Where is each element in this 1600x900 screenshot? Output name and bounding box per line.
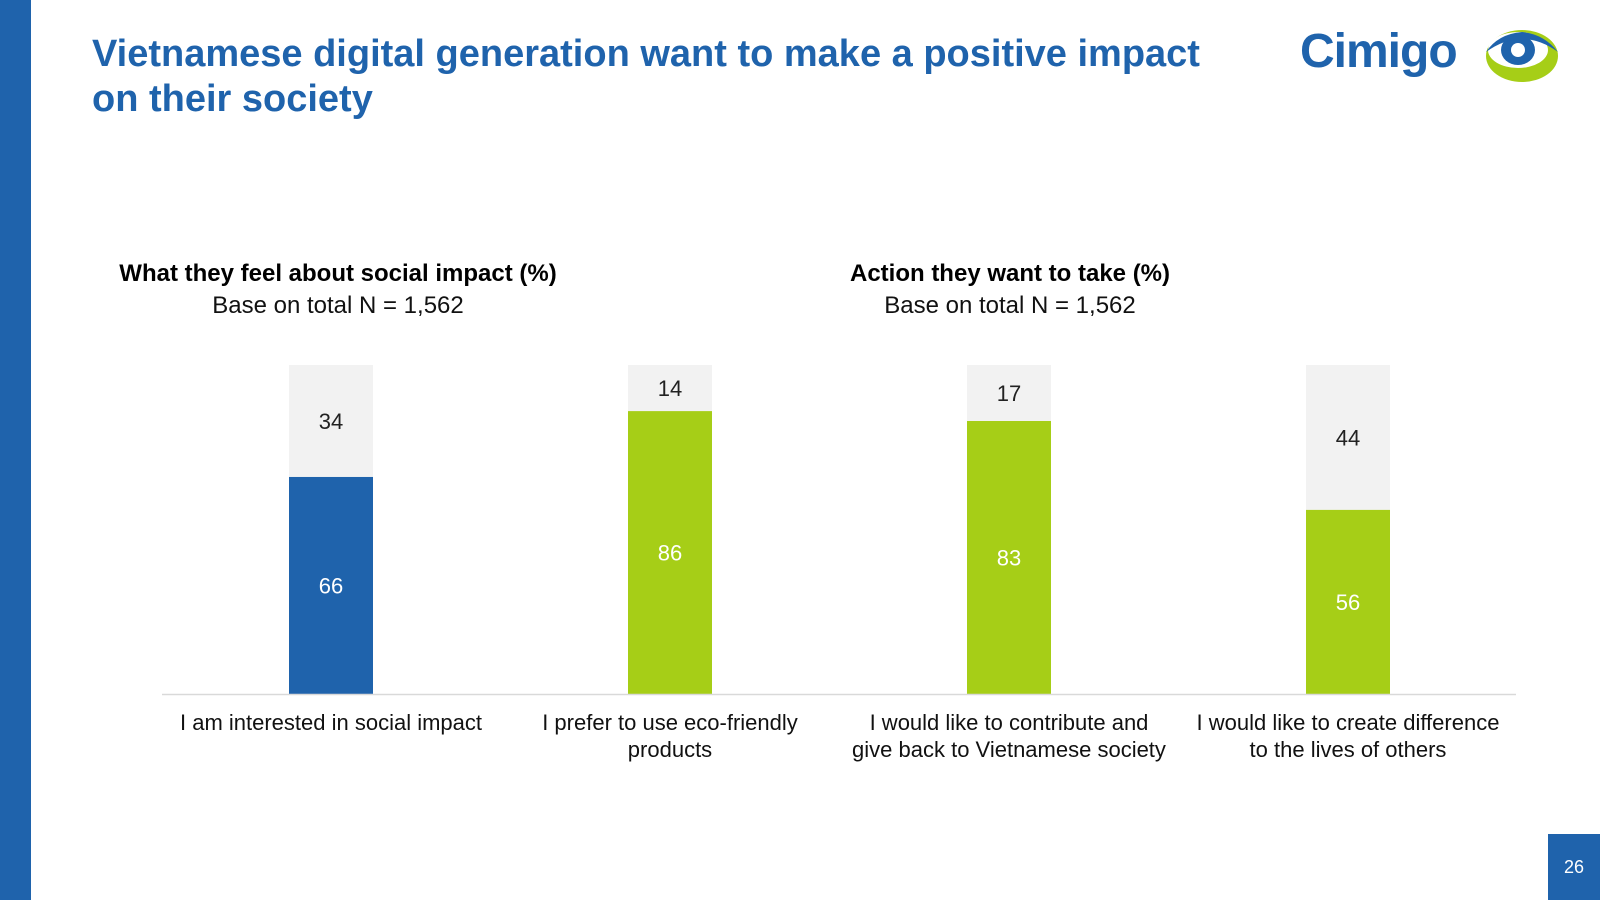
page-title-line-1: Vietnamese digital generation want to ma… bbox=[92, 33, 1200, 75]
category-label: I am interested in social impact bbox=[180, 710, 482, 735]
right-chart-title: Action they want to take (%) bbox=[849, 260, 1171, 287]
data-label: 34 bbox=[319, 409, 343, 434]
left-chart-subtitle: Base on total N = 1,562 bbox=[212, 292, 464, 319]
page-title-line-2: on their society bbox=[92, 78, 373, 120]
logo-wordmark: Cimigo bbox=[1300, 25, 1458, 78]
page-title: Vietnamese digital generation want to ma… bbox=[92, 32, 1282, 122]
bar-segment-others bbox=[628, 365, 712, 412]
cimigo-logo: Cimigo bbox=[1300, 24, 1562, 92]
bar-segment-others bbox=[289, 365, 373, 477]
category-label: I would like to create difference to the … bbox=[1197, 710, 1500, 762]
page-number: 26 bbox=[1563, 856, 1585, 877]
bar-segment-others bbox=[967, 365, 1051, 421]
data-label: 66 bbox=[319, 573, 343, 598]
bar-segment-agree bbox=[1306, 509, 1390, 694]
data-label: 83 bbox=[997, 545, 1021, 570]
data-label: 86 bbox=[658, 541, 682, 566]
left-chart-header: What they feel about social impact (%) B… bbox=[58, 258, 618, 322]
bar-segment-agree bbox=[628, 411, 712, 694]
bar-segment-agree bbox=[967, 420, 1051, 694]
bar-segment-agree bbox=[289, 476, 373, 694]
page-number-badge: 26 bbox=[1548, 834, 1600, 900]
data-label: 14 bbox=[658, 376, 682, 401]
data-label: 56 bbox=[1336, 590, 1360, 615]
data-label: 44 bbox=[1336, 425, 1360, 450]
bar-segment-others bbox=[1306, 365, 1390, 510]
category-label: I would like to contribute and give back … bbox=[852, 710, 1166, 762]
eye-logo-icon bbox=[1486, 30, 1558, 82]
left-chart-title: What they feel about social impact (%) bbox=[119, 260, 557, 287]
right-chart-subtitle: Base on total N = 1,562 bbox=[884, 292, 1136, 319]
category-label: I prefer to use eco-friendly products bbox=[542, 710, 798, 762]
right-chart-header: Action they want to take (%) Base on tot… bbox=[780, 258, 1240, 322]
data-label: 17 bbox=[997, 381, 1021, 406]
left-accent-bar bbox=[0, 0, 31, 900]
